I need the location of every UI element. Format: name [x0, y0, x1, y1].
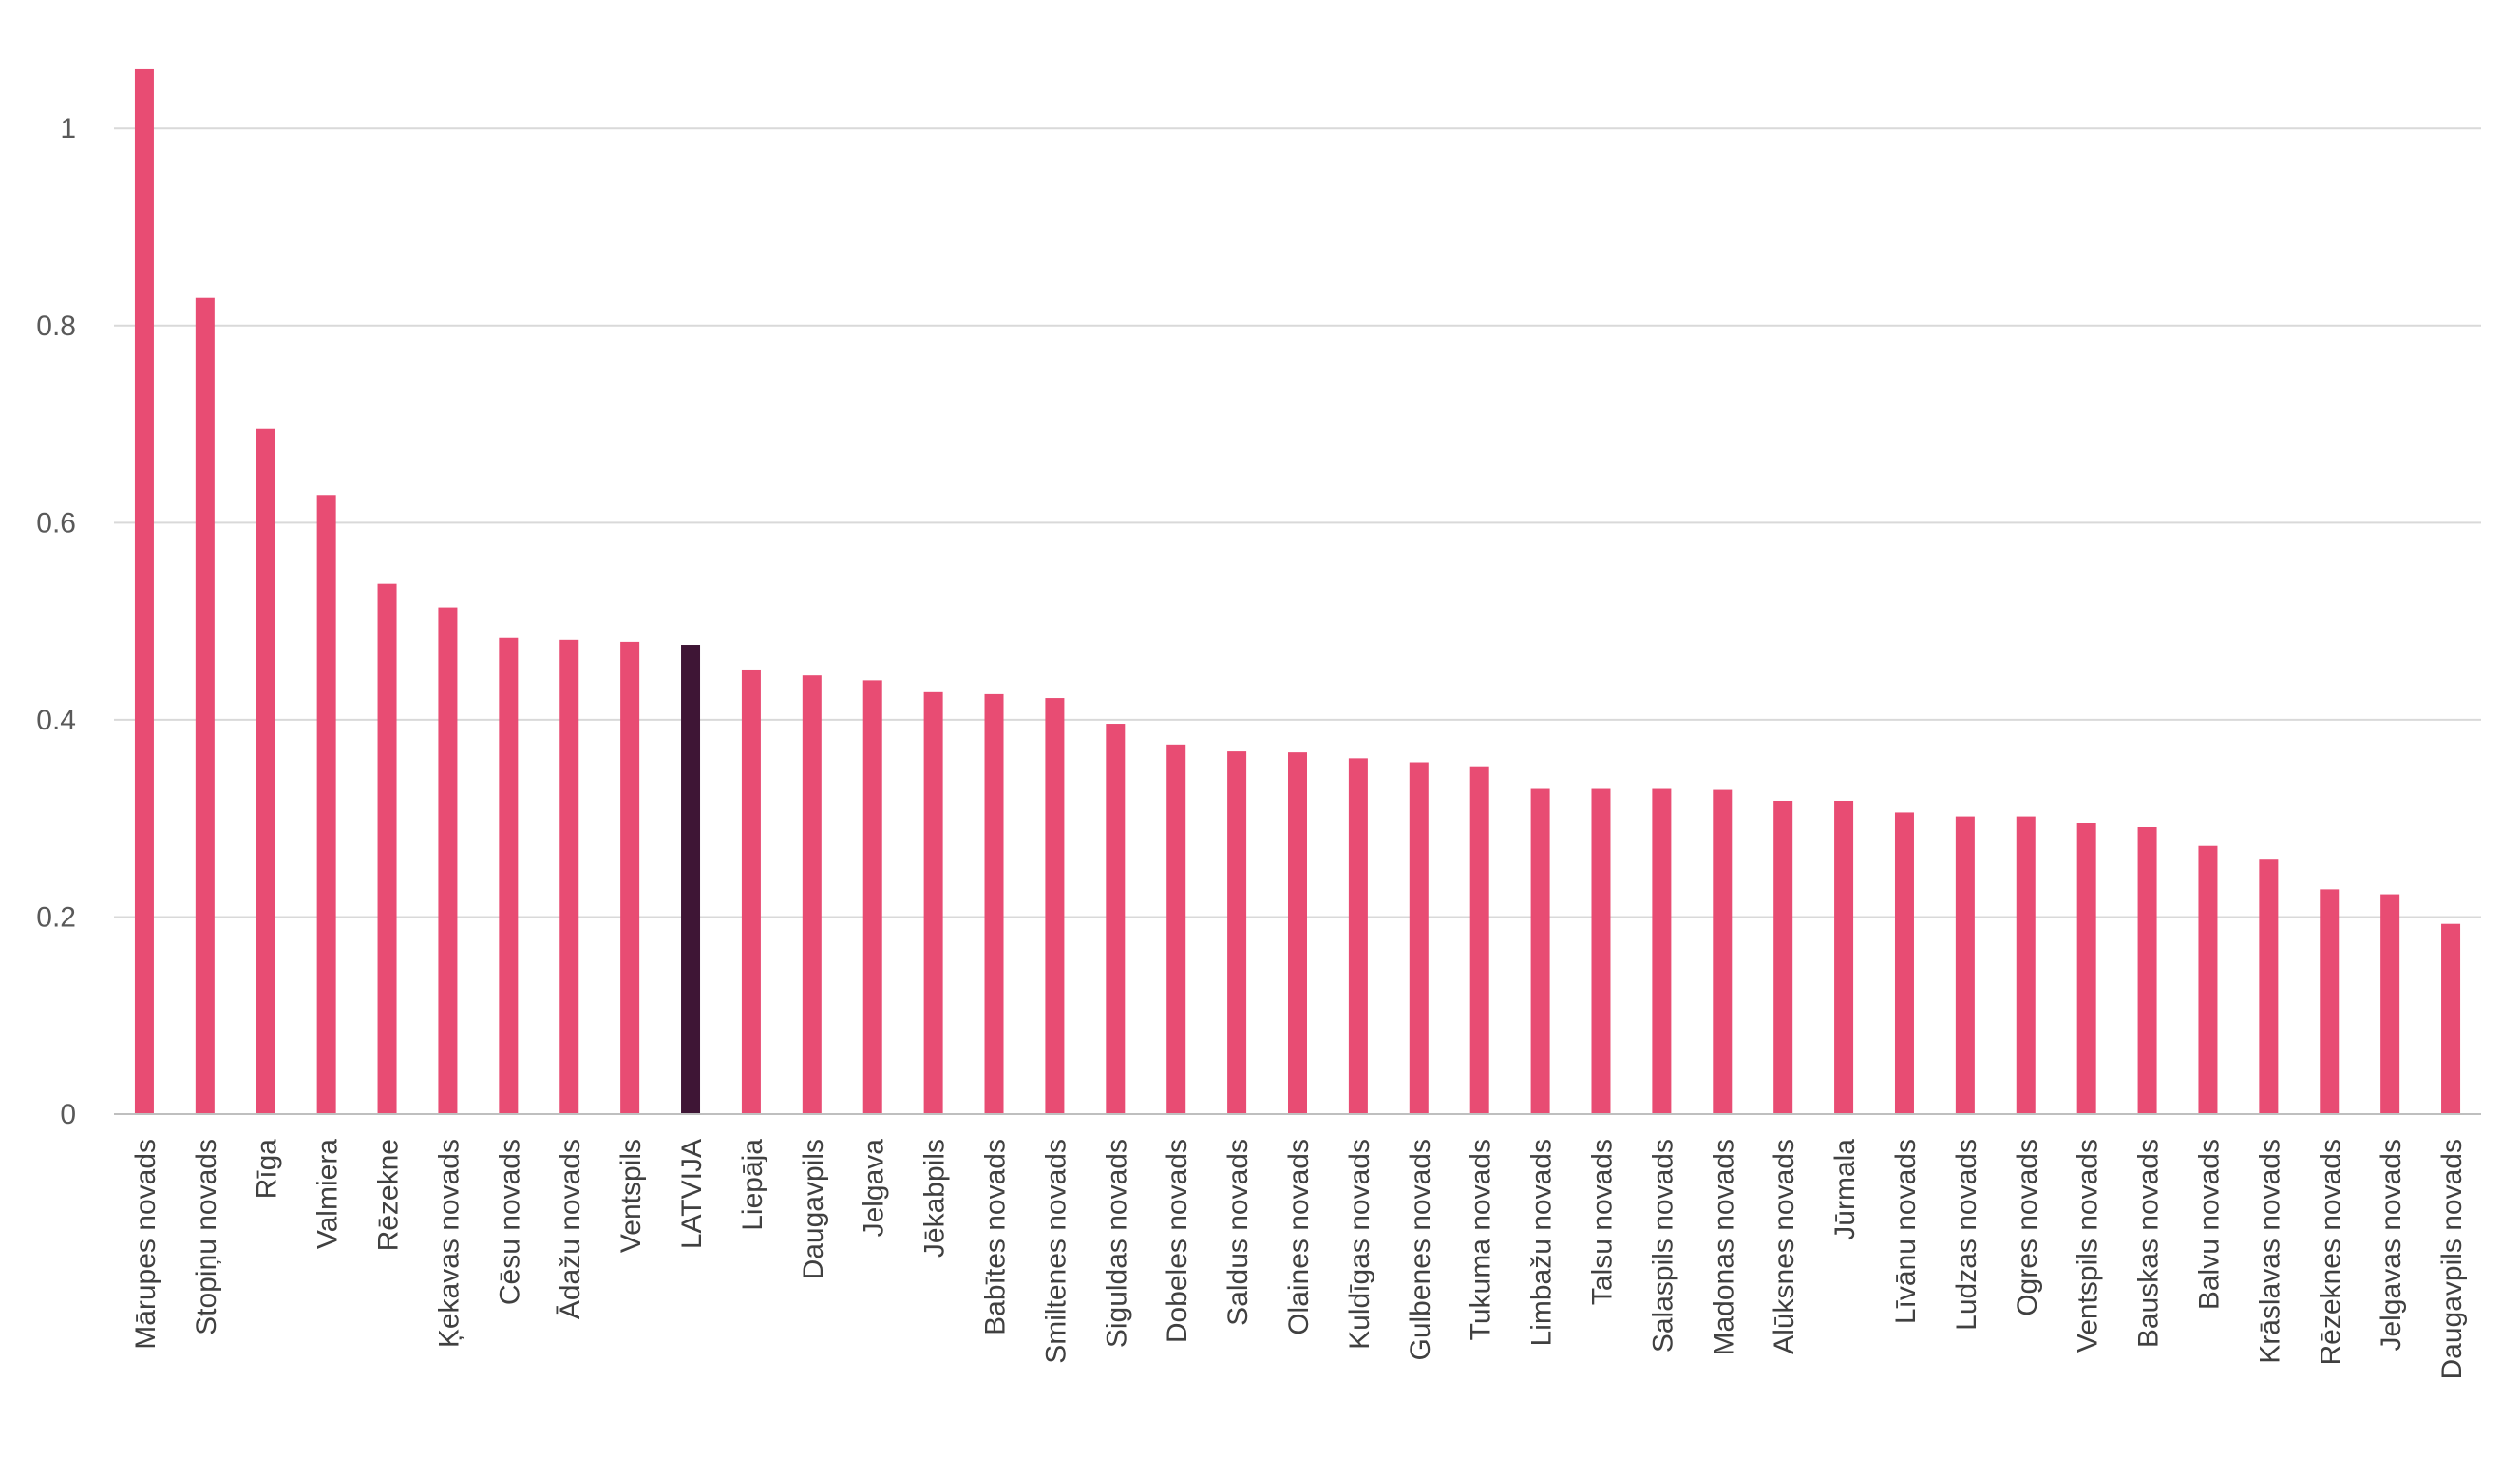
x-tick-label: Rīga — [252, 1139, 283, 1200]
bar — [316, 495, 336, 1114]
bar — [377, 583, 397, 1114]
x-tick-label: Bauskas novads — [2133, 1139, 2165, 1348]
bar — [620, 641, 640, 1114]
y-tick-label: 0 — [60, 1099, 76, 1130]
bar — [2320, 889, 2340, 1114]
x-tick-label: Līvānu novads — [1890, 1139, 1922, 1324]
x-tick-label: Rēzekne — [373, 1139, 405, 1251]
bar — [984, 693, 1004, 1114]
x-tick-label: Daugavpils — [798, 1139, 829, 1279]
bar — [2380, 894, 2400, 1114]
bar — [134, 68, 154, 1114]
x-tick-label: Mārupes novads — [130, 1139, 161, 1350]
bar — [195, 297, 215, 1114]
y-tick-label: 0.4 — [36, 705, 76, 736]
bar — [681, 645, 701, 1114]
x-tick-label: Madonas novads — [1708, 1139, 1739, 1356]
bar — [2198, 845, 2218, 1114]
x-tick-label: LATVIJA — [676, 1139, 708, 1249]
x-tick-label: Limbažu novads — [1526, 1139, 1558, 1346]
x-tick-label: Tukuma novads — [1466, 1139, 1497, 1340]
bar — [2016, 816, 2036, 1114]
bar — [1045, 698, 1065, 1114]
x-tick-label: Jelgavas novads — [2376, 1139, 2407, 1351]
bar — [1227, 751, 1247, 1114]
bar — [2259, 859, 2279, 1114]
x-tick-label: Gulbenes novads — [1405, 1139, 1436, 1361]
x-tick-label: Babītes novads — [980, 1139, 1012, 1335]
x-tick-label: Jelgava — [859, 1139, 890, 1238]
bar — [1409, 762, 1429, 1114]
bar — [1955, 816, 1975, 1114]
x-axis-category-labels: Mārupes novads Stopiņu novads Rīga Valmiera… — [130, 1139, 2468, 1380]
x-tick-label: Balvu novads — [2193, 1139, 2225, 1310]
bar — [1469, 766, 1489, 1114]
bar — [1288, 752, 1307, 1114]
bar — [438, 607, 458, 1114]
bar — [1591, 788, 1611, 1114]
x-tick-label: Rēzeknes novads — [2315, 1139, 2346, 1365]
bar — [2441, 923, 2461, 1114]
y-tick-label: 1 — [60, 113, 76, 144]
x-tick-label: Ludzas novads — [1951, 1139, 1982, 1331]
bar — [802, 675, 822, 1114]
x-tick-label: Alūksnes novads — [1769, 1139, 1800, 1354]
x-tick-label: Siguldas novads — [1101, 1139, 1132, 1348]
bar — [256, 428, 275, 1114]
y-axis-tick-labels: 0 0.2 0.4 0.6 0.8 1 — [36, 113, 76, 1130]
x-tick-label: Jēkabpils — [919, 1139, 951, 1258]
x-tick-label: Ogres novads — [2012, 1139, 2043, 1316]
x-tick-label: Liepāja — [737, 1139, 768, 1231]
y-tick-label: 0.6 — [36, 507, 76, 539]
x-tick-label: Salaspils novads — [1647, 1139, 1678, 1353]
x-tick-label: Ventspils novads — [2073, 1139, 2104, 1353]
x-tick-label: Kuldīgas novads — [1344, 1139, 1375, 1350]
x-tick-label: Smiltenes novads — [1040, 1139, 1071, 1364]
x-tick-label: Valmiera — [313, 1139, 344, 1249]
y-tick-label: 0.2 — [36, 901, 76, 933]
bar — [1106, 724, 1126, 1114]
x-tick-label: Ādažu novads — [555, 1139, 586, 1319]
bar — [741, 669, 761, 1114]
x-tick-label: Krāslavas novads — [2254, 1139, 2285, 1364]
x-tick-label: Dobeles novads — [1162, 1139, 1193, 1343]
bar — [1894, 812, 1914, 1114]
bar — [1348, 758, 1368, 1114]
x-tick-label: Jūrmala — [1829, 1139, 1861, 1240]
x-tick-label: Stopiņu novads — [191, 1139, 222, 1335]
x-tick-label: Daugavpils novads — [2436, 1139, 2468, 1380]
bar — [1166, 744, 1186, 1114]
bar — [1773, 800, 1793, 1114]
x-tick-label: Saldus novads — [1222, 1139, 1254, 1326]
x-tick-label: Olaines novads — [1283, 1139, 1315, 1335]
bar — [862, 680, 882, 1114]
y-tick-label: 0.8 — [36, 311, 76, 342]
bar — [499, 637, 519, 1114]
x-tick-label: Talsu novads — [1586, 1139, 1618, 1305]
x-tick-label: Cēsu novads — [494, 1139, 525, 1305]
bar — [559, 639, 579, 1114]
bar — [923, 691, 943, 1114]
bar — [1530, 788, 1550, 1114]
x-tick-label: Ķekavas novads — [433, 1139, 464, 1348]
bars — [134, 68, 2461, 1114]
bar — [1652, 788, 1672, 1114]
bar — [2137, 827, 2157, 1114]
bar — [1834, 800, 1854, 1114]
bar — [2076, 823, 2096, 1114]
bar — [1713, 789, 1733, 1114]
x-tick-label: Ventspils — [616, 1139, 647, 1253]
